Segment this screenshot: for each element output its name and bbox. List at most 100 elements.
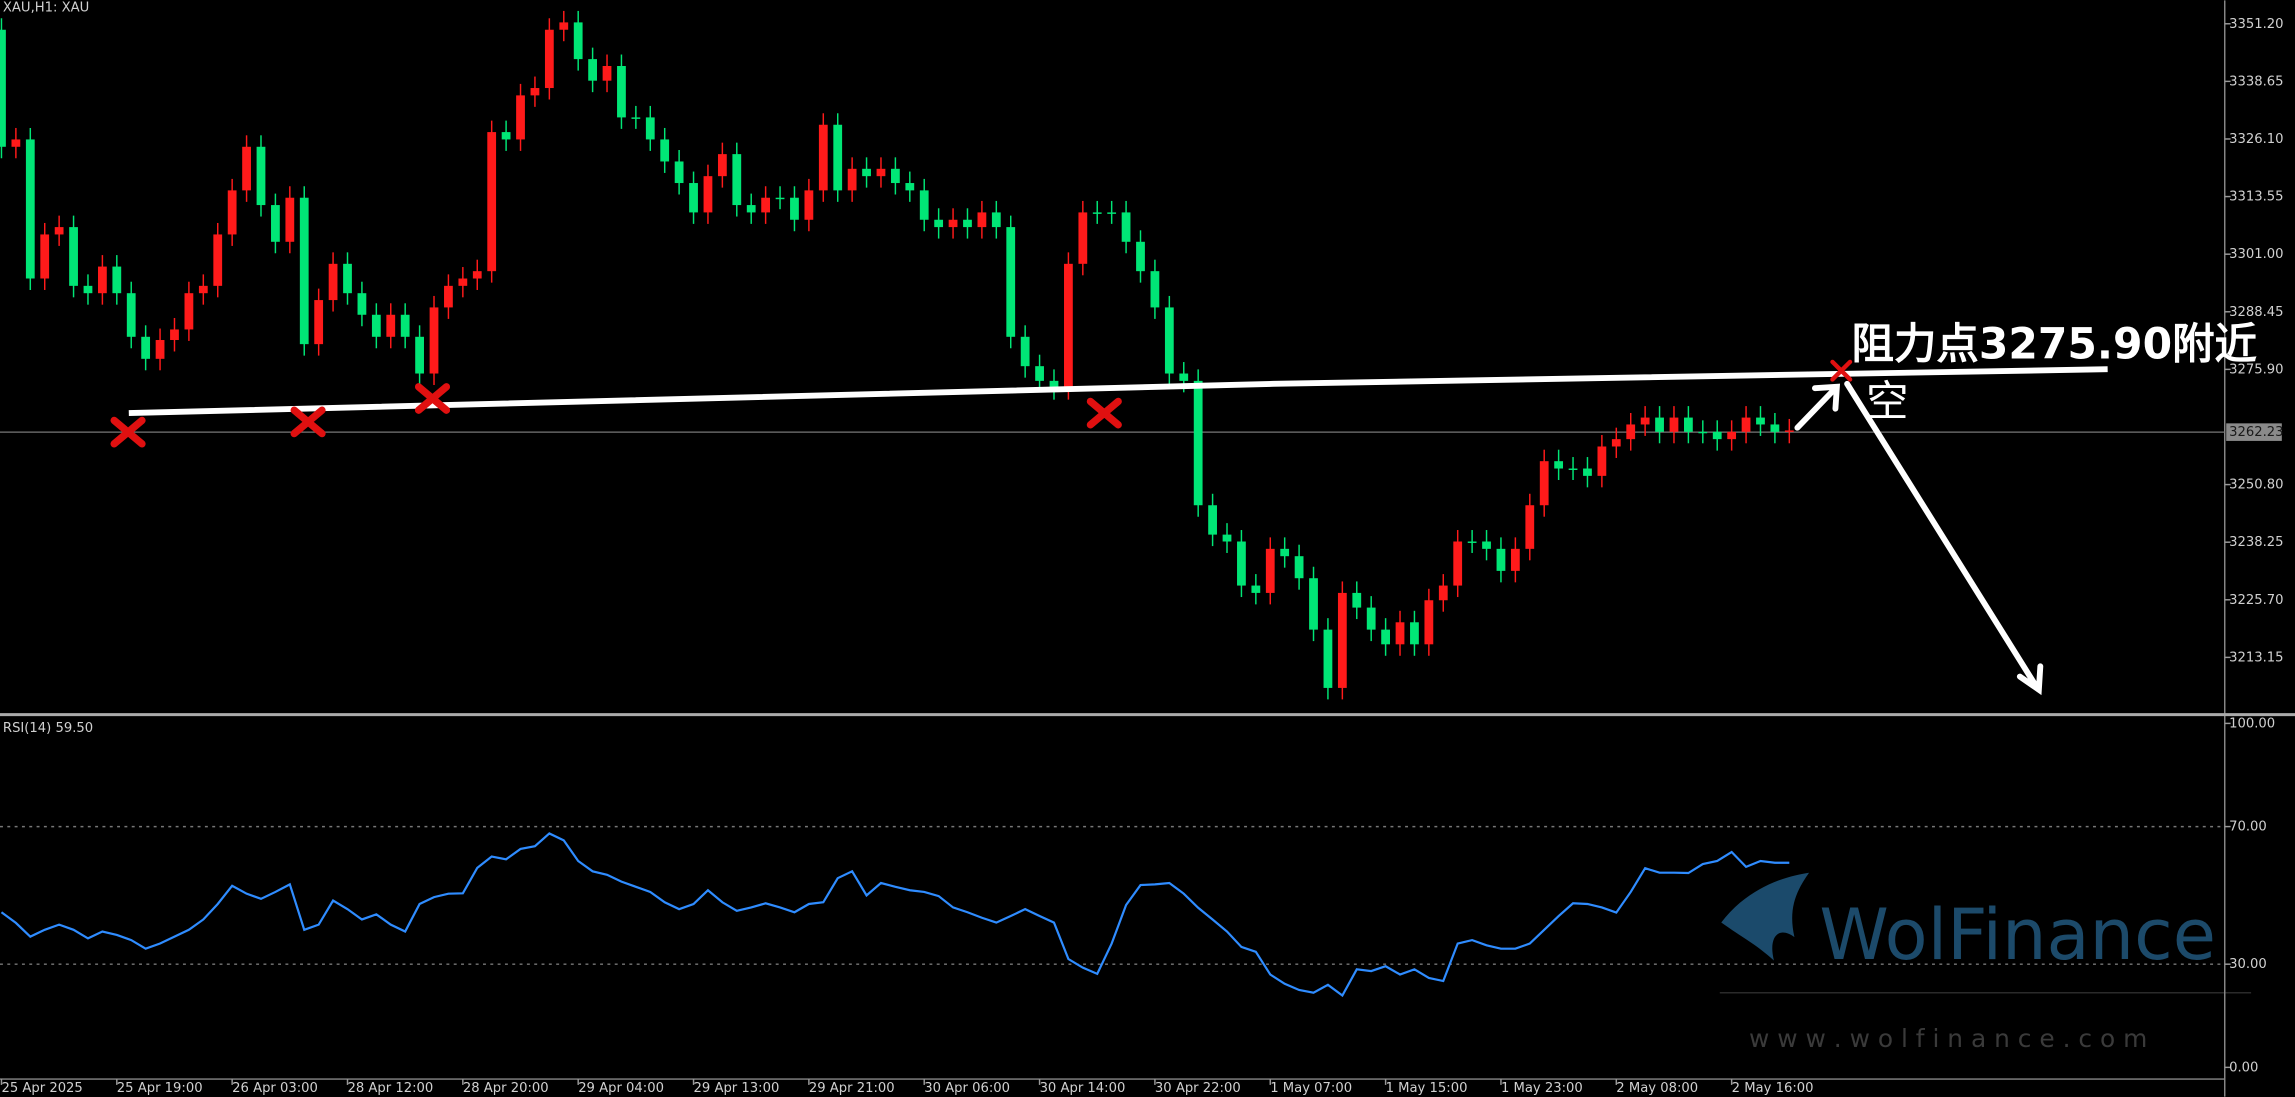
- candle-body: [833, 124, 843, 191]
- candle-body: [1655, 417, 1664, 432]
- candle-body: [213, 234, 223, 286]
- candle-body: [617, 65, 626, 118]
- candle-body: [141, 336, 151, 359]
- x-mark: [290, 406, 326, 438]
- candle-body: [1006, 227, 1016, 337]
- candle-body: [1107, 212, 1117, 214]
- candle-body: [54, 227, 64, 235]
- y-tick-label: 70.00: [2229, 820, 2267, 835]
- candle-body: [689, 183, 698, 213]
- x-tick-label: 1 May 07:00: [1270, 1081, 1352, 1096]
- arrows: [1794, 380, 2044, 696]
- x-tick-label: 30 Apr 06:00: [924, 1081, 1010, 1096]
- candle-body: [530, 88, 540, 96]
- annotation: 阻力点3275.90附近: [1852, 321, 2257, 370]
- candle-body: [1698, 431, 1708, 434]
- watermark-name: WolFinance: [1819, 894, 2216, 976]
- candle-body: [126, 293, 136, 337]
- candle-body: [1525, 505, 1535, 549]
- y-tick-label: 100.00: [2229, 716, 2275, 731]
- candle-body: [458, 278, 468, 286]
- x-mark: [1086, 397, 1122, 429]
- y-tick-label: 3238.25: [2229, 535, 2283, 550]
- y-tick-label: 3351.20: [2229, 17, 2283, 32]
- candle-body: [1611, 439, 1621, 447]
- candle-body: [1669, 417, 1679, 432]
- candle-body: [1366, 607, 1376, 630]
- candle-body: [1323, 629, 1333, 688]
- rsi-line: [0, 832, 1790, 998]
- candle-body: [544, 29, 554, 89]
- candle-body: [1727, 431, 1737, 440]
- y-tick-label: 3213.15: [2229, 650, 2283, 665]
- candle-body: [876, 168, 886, 177]
- candle-body: [559, 22, 569, 30]
- y-tick-label: 30.00: [2229, 957, 2267, 972]
- candle-body: [386, 314, 396, 337]
- x-tick-label: 28 Apr 20:00: [463, 1081, 549, 1096]
- candle-body: [790, 197, 799, 220]
- candle-body: [1020, 336, 1030, 367]
- x-tick-label: 29 Apr 04:00: [578, 1081, 664, 1096]
- candle-body: [818, 124, 828, 191]
- candle-body: [501, 132, 511, 140]
- candle-body: [1337, 592, 1347, 688]
- arrow-down: [1844, 380, 2044, 696]
- candle-body: [919, 190, 929, 220]
- candle-body: [1251, 585, 1261, 593]
- candle-body: [660, 139, 670, 162]
- candle-body: [328, 263, 338, 301]
- candle-body: [198, 285, 208, 294]
- candle-body: [0, 29, 6, 147]
- y-tick-label: 3338.65: [2229, 74, 2283, 89]
- candle-body: [948, 219, 958, 228]
- candle-body: [1064, 263, 1073, 389]
- drawings: 阻力点3275.90附近 空: [110, 321, 2257, 696]
- x-mark: [1830, 359, 1853, 382]
- candle-body: [1352, 592, 1362, 608]
- candle-body: [1756, 417, 1765, 425]
- y-tick-label: 3225.70: [2229, 593, 2283, 608]
- candle-body: [717, 154, 727, 177]
- candle-body: [112, 266, 122, 294]
- candle-body: [83, 285, 93, 294]
- candle-body: [314, 300, 324, 345]
- candle-body: [804, 190, 814, 220]
- y-tick-label: 3313.55: [2229, 190, 2283, 205]
- x-tick-label: 29 Apr 13:00: [694, 1081, 780, 1096]
- candle-body: [746, 205, 756, 213]
- candle-body: [1683, 417, 1693, 432]
- candle-body: [905, 183, 915, 191]
- candle-body: [1583, 468, 1592, 476]
- candle-body: [1438, 585, 1448, 601]
- candle-body: [1453, 541, 1463, 586]
- candle-body: [1510, 548, 1520, 571]
- candle-body: [487, 132, 497, 272]
- y-tick-label: 3250.80: [2229, 478, 2283, 493]
- candle-body: [1179, 373, 1189, 381]
- current-price-box: [2226, 423, 2282, 441]
- watermark: WolFinance w w w . w o l f i n a n c e .…: [1719, 872, 2252, 1053]
- candle-body: [299, 197, 309, 345]
- marks: 3351.20 3338.65 3326.10 3313.55 3301.00 3288.…: [0, 10, 2284, 1096]
- candle-body: [991, 212, 1001, 228]
- x-mark: [414, 383, 451, 414]
- x-mark: [110, 416, 146, 448]
- candle-body: [1280, 548, 1290, 557]
- candle-body: [862, 168, 871, 177]
- candle-body: [155, 340, 165, 359]
- support-line: [128, 366, 2108, 417]
- current-price-label: 3262.23: [2229, 425, 2283, 440]
- y-tick-label: 3288.45: [2229, 305, 2283, 320]
- candle-body: [1410, 622, 1419, 645]
- candle-body: [977, 212, 987, 228]
- x-tick-label: 1 May 23:00: [1501, 1081, 1583, 1096]
- x-tick-label: 26 Apr 03:00: [232, 1081, 318, 1096]
- candle-body: [847, 168, 857, 191]
- y-tick-label: 3275.90: [2229, 362, 2283, 377]
- x-tick-label: 29 Apr 21:00: [809, 1081, 895, 1096]
- y-tick-label: 3301.00: [2229, 247, 2283, 262]
- candle-body: [703, 176, 713, 213]
- x-tick-label: 2 May 08:00: [1616, 1081, 1698, 1096]
